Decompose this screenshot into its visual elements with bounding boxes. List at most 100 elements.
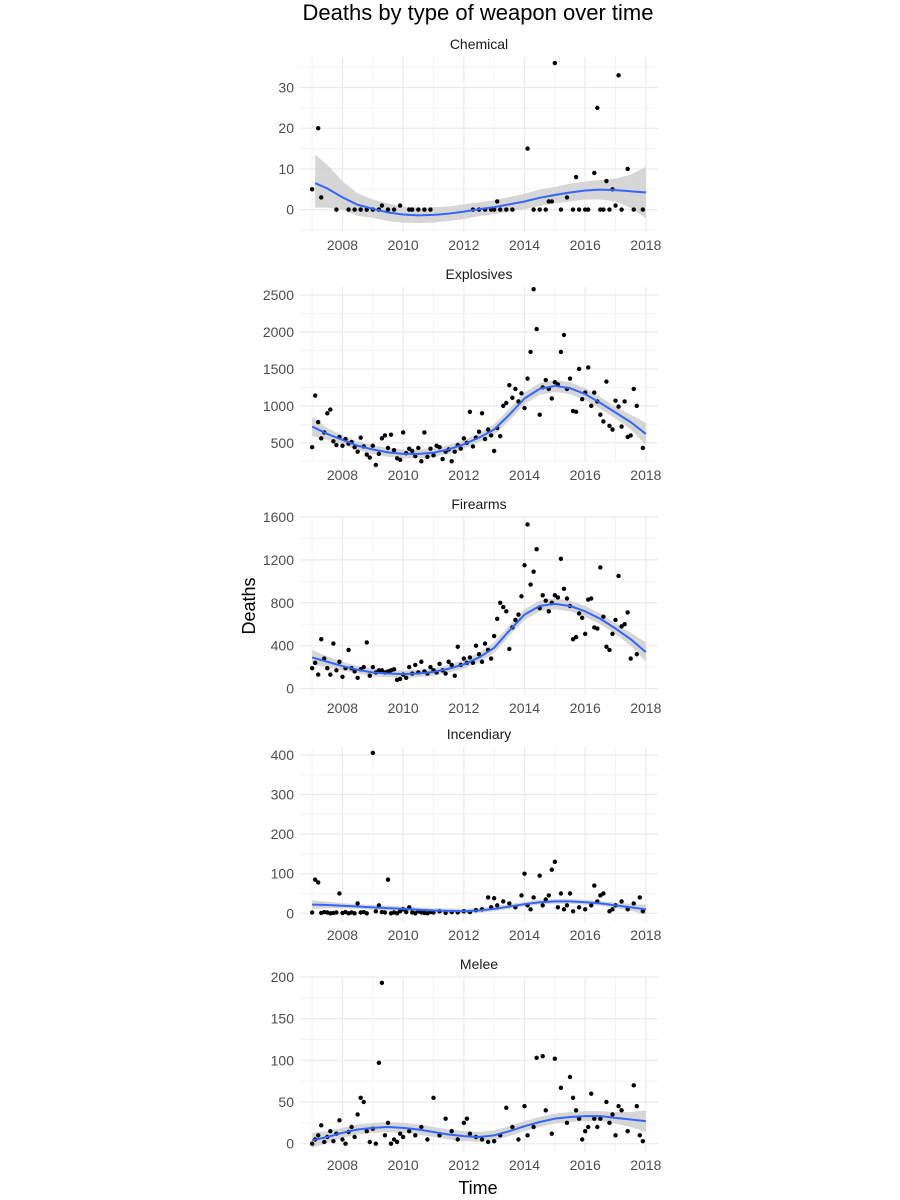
x-tick-label: 2016: [570, 467, 601, 483]
data-point: [319, 1123, 324, 1128]
data-point: [340, 1137, 345, 1142]
data-point: [549, 1131, 555, 1136]
data-point: [388, 432, 394, 437]
x-tick-label: 2010: [388, 927, 419, 943]
y-tick-label: 500: [271, 435, 295, 451]
data-point: [519, 893, 524, 898]
data-point: [358, 435, 363, 440]
data-point: [598, 207, 603, 212]
data-point: [352, 1134, 357, 1140]
data-point: [613, 398, 618, 403]
data-point: [476, 429, 482, 434]
data-point: [485, 1139, 491, 1145]
data-point: [491, 448, 497, 454]
data-point: [555, 595, 561, 600]
data-point: [513, 617, 518, 623]
x-tick-label: 2008: [327, 927, 358, 943]
data-point: [537, 873, 542, 878]
data-point: [579, 397, 585, 402]
data-point: [355, 449, 360, 454]
data-point: [388, 1141, 394, 1146]
data-point: [407, 664, 412, 670]
data-point: [610, 631, 615, 637]
data-point: [407, 446, 412, 451]
panel-firearms: Firearms 0 400 800 1200 1600 2008 2010 2012 2014 2…: [263, 496, 662, 716]
data-point: [510, 395, 515, 400]
data-point: [640, 1138, 646, 1144]
y-tick-label: 200: [271, 826, 295, 842]
data-point: [610, 907, 615, 912]
data-point: [640, 445, 646, 451]
data-point: [470, 444, 476, 449]
data-point: [340, 674, 345, 679]
data-point: [449, 459, 454, 464]
data-point: [428, 446, 433, 451]
data-point: [558, 349, 564, 355]
data-point: [519, 391, 524, 396]
data-point: [482, 436, 488, 442]
data-point: [309, 665, 315, 671]
data-point: [491, 896, 497, 901]
data-point: [355, 675, 360, 681]
data-point: [309, 445, 315, 450]
data-point: [613, 1133, 618, 1138]
data-point: [622, 399, 627, 404]
data-point: [546, 893, 551, 898]
data-point: [373, 909, 379, 914]
data-point: [455, 1137, 460, 1142]
data-point: [625, 610, 630, 615]
data-point: [625, 1128, 630, 1134]
data-point: [543, 897, 548, 902]
panel-incendiary: Incendiary 0 100 200 300 400 2008 2010 2012 2014 2…: [271, 726, 662, 943]
y-tick-label: 1000: [263, 398, 294, 414]
y-tick-label: 150: [271, 1011, 295, 1027]
data-point: [334, 910, 339, 915]
data-point: [516, 1137, 521, 1142]
data-point: [616, 404, 621, 409]
data-point: [491, 207, 497, 212]
data-point: [619, 1108, 624, 1113]
data-point: [316, 419, 321, 425]
data-point: [607, 423, 612, 429]
data-point: [634, 1103, 639, 1109]
y-tick-label: 30: [278, 80, 294, 96]
data-point: [567, 376, 573, 381]
data-point: [613, 203, 618, 208]
data-point: [576, 905, 582, 910]
data-point: [385, 877, 391, 882]
data-point: [573, 1108, 579, 1113]
data-point: [400, 1134, 406, 1140]
data-point: [507, 901, 512, 906]
data-point: [479, 1137, 485, 1142]
data-point: [403, 909, 409, 915]
data-point: [637, 895, 642, 900]
data-point: [355, 1112, 360, 1117]
data-point: [319, 436, 324, 441]
data-point: [522, 871, 527, 876]
data-point: [382, 1133, 388, 1138]
data-point: [391, 447, 397, 453]
data-point: [452, 449, 457, 454]
data-point: [416, 207, 421, 212]
data-point: [628, 656, 633, 661]
data-point: [449, 1128, 454, 1134]
data-point: [531, 287, 536, 292]
data-point: [592, 1116, 597, 1121]
data-point: [346, 207, 351, 212]
data-point: [510, 1124, 515, 1130]
data-point: [319, 195, 324, 200]
data-point: [564, 903, 570, 908]
data-point: [437, 1133, 442, 1138]
x-tick-label: 2014: [509, 1157, 540, 1173]
x-tick-label: 2010: [388, 237, 419, 253]
data-point: [473, 643, 479, 648]
data-point: [364, 911, 369, 916]
data-point: [607, 647, 612, 653]
x-tick-label: 2014: [509, 467, 540, 483]
data-point: [443, 1116, 448, 1121]
y-tick-label: 0: [286, 202, 294, 218]
data-point: [531, 895, 536, 900]
y-tick-label: 0: [286, 1136, 294, 1152]
data-point: [449, 662, 454, 668]
data-point: [379, 436, 385, 441]
